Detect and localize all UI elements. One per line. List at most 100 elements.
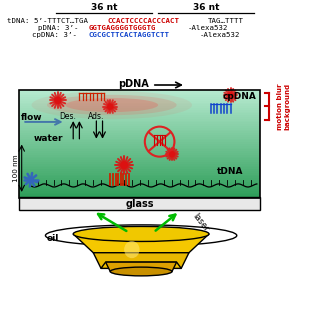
Bar bbox=[19, 192, 260, 194]
Bar bbox=[19, 146, 260, 148]
Bar bbox=[19, 140, 260, 142]
Circle shape bbox=[55, 97, 61, 103]
Circle shape bbox=[108, 104, 113, 109]
Text: -Alexa532: -Alexa532 bbox=[200, 32, 240, 38]
Bar bbox=[19, 97, 260, 99]
Polygon shape bbox=[73, 234, 209, 253]
Ellipse shape bbox=[65, 98, 158, 112]
Bar bbox=[19, 189, 260, 191]
Bar bbox=[19, 173, 260, 174]
Text: tDNA: 5’-TTTCT…TGA: tDNA: 5’-TTTCT…TGA bbox=[7, 18, 88, 24]
Bar bbox=[19, 176, 260, 178]
Text: flow: flow bbox=[21, 113, 42, 122]
Bar bbox=[19, 162, 260, 164]
Bar bbox=[19, 108, 260, 110]
Text: motion blur
background: motion blur background bbox=[277, 83, 290, 130]
Circle shape bbox=[170, 152, 174, 156]
Bar bbox=[19, 128, 260, 130]
Text: cpDNA: cpDNA bbox=[222, 92, 256, 101]
Text: laser: laser bbox=[190, 212, 210, 234]
Polygon shape bbox=[93, 253, 189, 268]
Bar bbox=[19, 130, 260, 131]
Bar bbox=[19, 119, 260, 121]
Bar bbox=[19, 137, 260, 139]
Text: glass: glass bbox=[125, 199, 154, 209]
Ellipse shape bbox=[47, 95, 177, 115]
Bar bbox=[19, 191, 260, 192]
Text: CGCGCTTCACTAGGTCTT: CGCGCTTCACTAGGTCTT bbox=[89, 32, 170, 38]
Bar bbox=[19, 160, 260, 162]
Bar bbox=[19, 115, 260, 117]
Bar bbox=[19, 95, 260, 97]
Text: 36 nt: 36 nt bbox=[91, 3, 117, 12]
Bar bbox=[19, 101, 260, 103]
Text: water: water bbox=[34, 134, 63, 143]
Bar bbox=[19, 113, 260, 115]
Bar bbox=[19, 166, 260, 167]
Bar bbox=[19, 126, 260, 128]
Ellipse shape bbox=[124, 241, 140, 258]
Bar bbox=[19, 185, 260, 187]
Circle shape bbox=[228, 93, 233, 98]
Text: CCACTCCCCACCCACT: CCACTCCCCACCCACT bbox=[107, 18, 179, 24]
Text: Des.: Des. bbox=[60, 112, 76, 121]
Text: tDNA: tDNA bbox=[217, 167, 243, 176]
Bar bbox=[19, 110, 260, 112]
Text: pDNA: 3’-: pDNA: 3’- bbox=[38, 25, 78, 31]
Bar bbox=[19, 184, 260, 185]
Polygon shape bbox=[106, 262, 177, 271]
Bar bbox=[19, 174, 260, 176]
Bar bbox=[19, 122, 260, 124]
Bar bbox=[19, 149, 260, 151]
Bar bbox=[19, 153, 260, 155]
Text: 36 nt: 36 nt bbox=[193, 3, 219, 12]
Text: Ads.: Ads. bbox=[88, 112, 104, 121]
Ellipse shape bbox=[110, 267, 172, 276]
Bar bbox=[19, 164, 260, 166]
Text: 100 nm: 100 nm bbox=[12, 155, 19, 182]
Circle shape bbox=[29, 178, 33, 182]
Bar bbox=[19, 194, 260, 196]
Bar bbox=[19, 178, 260, 180]
Bar bbox=[19, 94, 260, 95]
Bar bbox=[19, 90, 260, 198]
Bar bbox=[19, 121, 260, 122]
Bar bbox=[19, 157, 260, 158]
Bar bbox=[19, 106, 260, 108]
Text: TAG…TTTT: TAG…TTTT bbox=[208, 18, 244, 24]
Bar bbox=[19, 148, 260, 149]
Bar bbox=[19, 135, 260, 137]
Bar bbox=[19, 99, 260, 101]
Bar bbox=[19, 142, 260, 144]
Text: oil: oil bbox=[47, 234, 59, 243]
Bar bbox=[19, 158, 260, 160]
Circle shape bbox=[121, 162, 127, 168]
Bar bbox=[19, 180, 260, 182]
Bar bbox=[19, 112, 260, 113]
Bar bbox=[19, 182, 260, 184]
Ellipse shape bbox=[73, 227, 209, 241]
Bar bbox=[19, 196, 260, 198]
Bar bbox=[19, 187, 260, 189]
Bar bbox=[19, 117, 260, 119]
Bar bbox=[19, 92, 260, 94]
Text: -Alexa532: -Alexa532 bbox=[188, 25, 228, 31]
Text: cpDNA: 3’-: cpDNA: 3’- bbox=[32, 32, 77, 38]
Bar bbox=[19, 197, 260, 210]
Bar bbox=[19, 144, 260, 146]
Bar bbox=[19, 124, 260, 126]
Bar bbox=[19, 169, 260, 171]
Ellipse shape bbox=[32, 91, 192, 119]
Bar bbox=[19, 151, 260, 153]
Bar bbox=[19, 104, 260, 106]
Bar bbox=[19, 103, 260, 104]
Polygon shape bbox=[101, 262, 181, 268]
Text: GGTGAGGGGTGGGTG: GGTGAGGGGTGGGTG bbox=[89, 25, 156, 31]
Bar bbox=[19, 139, 260, 140]
Bar bbox=[19, 155, 260, 157]
Bar bbox=[19, 171, 260, 173]
Bar bbox=[19, 90, 260, 92]
Bar bbox=[19, 131, 260, 133]
Bar bbox=[19, 133, 260, 135]
Text: pDNA: pDNA bbox=[118, 79, 149, 89]
